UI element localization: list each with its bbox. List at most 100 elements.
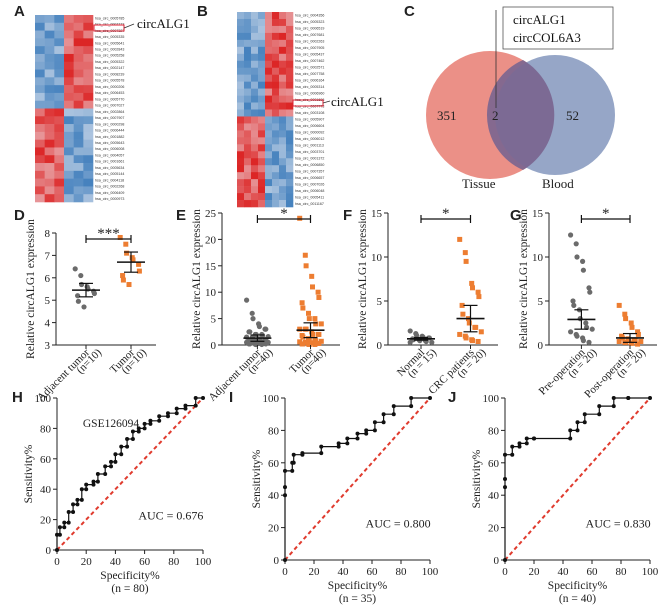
data-point	[476, 294, 482, 300]
data-point	[629, 324, 635, 330]
heatmap-cell	[286, 151, 294, 159]
auc-label: AUC = 0.830	[586, 517, 651, 531]
x-tick-label: 20	[529, 566, 541, 578]
roc-point	[336, 441, 341, 446]
heatmap-cell	[44, 22, 55, 31]
heatmap-cell	[286, 18, 294, 27]
y-tick-label: 80	[268, 425, 280, 437]
data-point	[300, 334, 306, 340]
heatmap-cell	[286, 88, 294, 96]
x-axis-label: GSE126094	[83, 418, 139, 430]
heatmap-cell	[258, 53, 266, 62]
x-tick-label: 60	[139, 556, 151, 568]
heatmap-cell	[64, 124, 74, 133]
data-point	[78, 272, 84, 279]
heatmap-cell	[44, 100, 55, 109]
data-point	[463, 335, 469, 341]
heatmap-cell	[258, 32, 266, 41]
heatmap-cell	[279, 137, 287, 145]
heatmap-cell	[237, 144, 245, 152]
heatmap-cell	[73, 15, 84, 24]
heatmap-cell	[35, 30, 45, 39]
heatmap-cell	[44, 163, 55, 172]
heatmap-cell	[279, 60, 287, 69]
data-point	[300, 305, 306, 311]
heatmap-cell	[35, 178, 45, 187]
heatmap-cell	[244, 39, 252, 48]
y-tick-label: 20	[205, 234, 217, 246]
heatmap-cell	[265, 74, 273, 82]
heatmap-row-label: hsa_circ_0004356	[295, 13, 324, 17]
heatmap-cell	[54, 38, 65, 47]
heatmap-cell	[73, 100, 84, 109]
heatmap-cell	[64, 53, 74, 63]
heatmap-cell	[73, 69, 84, 78]
heatmap-cell	[73, 30, 84, 39]
heatmap-cell	[54, 124, 65, 133]
heatmap-cell	[44, 170, 55, 179]
heatmap-cell	[35, 131, 45, 140]
heatmap-cell	[54, 116, 65, 125]
data-point	[574, 254, 580, 260]
heatmap-row-label: hsa_circ_0002571	[295, 65, 324, 69]
heatmap-row-label: hsa_circ_0006012	[295, 137, 324, 141]
heatmap-cell	[237, 25, 245, 34]
data-point	[124, 250, 130, 256]
heatmap-cell	[265, 179, 273, 187]
heatmap-row-label: hsa_circ_0002147	[95, 66, 124, 70]
roc-point	[372, 428, 377, 433]
data-point	[306, 337, 312, 343]
data-point	[303, 263, 309, 269]
panel-label-f: F	[343, 207, 352, 224]
data-point	[79, 281, 85, 288]
heatmap-cell	[73, 170, 84, 179]
data-point	[622, 311, 628, 317]
heatmap-cell	[83, 22, 94, 31]
heatmap-cell	[279, 39, 287, 48]
roc-point	[291, 452, 296, 457]
y-tick-label: 10	[205, 287, 217, 299]
heatmap-cell	[272, 74, 280, 82]
heatmap-cell	[272, 158, 280, 166]
heatmap-cell	[251, 18, 259, 27]
y-tick-label: 20	[268, 523, 280, 535]
data-point	[306, 341, 312, 347]
heatmap-cell	[251, 144, 259, 152]
heatmap-cell	[237, 165, 245, 173]
heatmap-row-label: hsa_circ_0000298	[95, 122, 124, 126]
heatmap-row-label: hsa_circ_0005907	[295, 117, 324, 121]
data-point	[470, 285, 475, 291]
roc-point	[409, 396, 414, 400]
reference-diagonal	[284, 397, 431, 561]
heatmap-row-label: hsa_circ_0006048	[295, 189, 324, 193]
chart-i: 0 20 40 60 80 100 0 20 40 60 80 100 AUC = 0.800 Speci…	[251, 393, 439, 605]
data-point	[568, 232, 574, 238]
heatmap-cell	[44, 155, 55, 164]
heatmap-cell	[286, 67, 294, 75]
y-tick-label: 4	[45, 318, 51, 330]
heatmap-cell	[35, 61, 45, 70]
roc-point	[364, 428, 369, 433]
data-point	[297, 215, 303, 221]
y-tick-label: 20	[40, 515, 52, 527]
heatmap-cell	[279, 88, 287, 96]
heatmap-cell	[251, 46, 259, 55]
data-point	[586, 339, 592, 345]
heatmap-cell	[64, 116, 74, 125]
roc-point	[409, 404, 414, 409]
roc-point	[75, 497, 80, 502]
heatmap-row-label: hsa_circ_0002268	[95, 185, 124, 189]
heatmap-cell	[258, 81, 266, 89]
roc-point	[66, 510, 71, 514]
heatmap-cell	[279, 165, 287, 173]
heatmap-cell	[272, 130, 280, 138]
heatmap-row-label: hsa_circ_0005335	[95, 35, 124, 39]
heatmap-row-label: hsa_circ_0000973	[95, 197, 124, 201]
heatmap-row-label: hsa_circ_0006409	[95, 191, 124, 195]
roc-point	[355, 436, 360, 441]
heatmap-cell	[244, 137, 252, 145]
heatmap-cell	[64, 194, 74, 203]
heatmap-cell	[83, 38, 94, 47]
heatmap-cell	[244, 12, 252, 20]
roc-point	[183, 406, 188, 411]
